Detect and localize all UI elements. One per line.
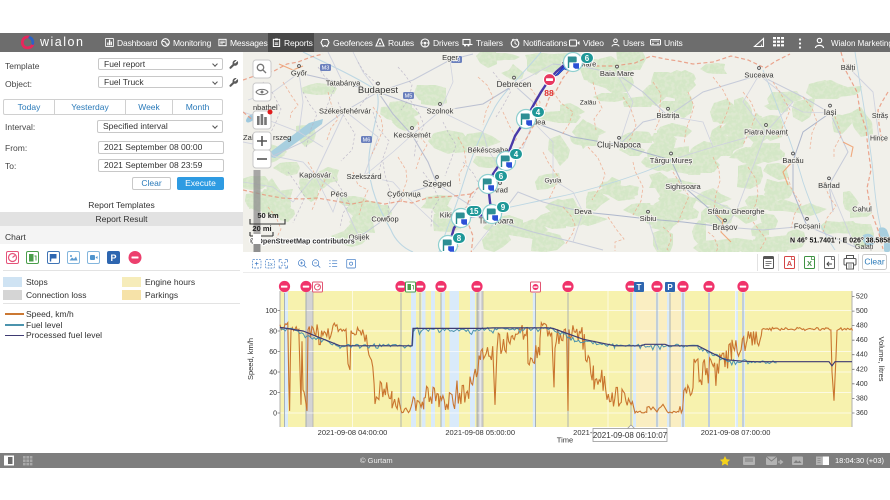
svg-text:Békéscsaba: Békéscsaba (468, 146, 510, 155)
svg-text:18:04:30 (+03): 18:04:30 (+03) (835, 456, 884, 465)
svg-text:rszeg: rszeg (273, 133, 291, 142)
svg-text:Zalău: Zalău (580, 100, 597, 107)
svg-text:6: 6 (585, 54, 590, 63)
svg-text:2021-09-08 06:10:07: 2021-09-08 06:10:07 (593, 431, 668, 440)
svg-text:80: 80 (269, 329, 277, 336)
svg-text:Piatra Neamț: Piatra Neamț (744, 128, 789, 137)
svg-text:Bistrița: Bistrița (657, 111, 681, 120)
svg-text:M6: M6 (363, 138, 371, 144)
svg-text:Clear: Clear (864, 257, 884, 267)
svg-text:M3: M3 (453, 58, 461, 64)
svg-text:Bălți: Bălți (841, 63, 856, 72)
svg-text:nbathel: nbathel (253, 103, 278, 112)
svg-text:500: 500 (856, 308, 868, 315)
svg-text:Focșani: Focșani (794, 221, 821, 230)
svg-text:50 km: 50 km (257, 211, 279, 220)
svg-text:Zal: Zal (243, 133, 254, 142)
svg-text:M3: M3 (322, 66, 330, 72)
svg-text:Bârlad: Bârlad (818, 181, 840, 190)
svg-text:420: 420 (856, 366, 868, 373)
svg-text:Volume, litres: Volume, litres (877, 336, 886, 381)
svg-text:2021-09-08 05:00:00: 2021-09-08 05:00:00 (445, 428, 515, 437)
svg-text:Sibiu: Sibiu (640, 214, 657, 223)
svg-text:Galați: Galați (855, 244, 874, 251)
svg-text:Szekszárd: Szekszárd (346, 172, 381, 181)
svg-text:Kaposvár: Kaposvár (299, 171, 331, 180)
svg-text:Győr: Győr (291, 69, 308, 78)
svg-text:© Gurtam: © Gurtam (360, 456, 393, 465)
svg-text:480: 480 (856, 323, 868, 330)
svg-text:Târgu Mureș: Târgu Mureș (650, 156, 693, 165)
svg-text:15: 15 (470, 207, 479, 216)
svg-text:Kecskemét: Kecskemét (393, 131, 431, 140)
svg-text:Time: Time (557, 436, 573, 445)
svg-text:40: 40 (269, 370, 277, 377)
svg-text:380: 380 (856, 395, 868, 402)
svg-text:100: 100 (265, 308, 277, 315)
svg-text:88: 88 (544, 88, 554, 98)
svg-text:T: T (637, 283, 642, 292)
svg-text:9: 9 (501, 203, 506, 212)
svg-text:440: 440 (856, 352, 868, 359)
svg-text:Arad: Arad (492, 186, 508, 195)
svg-text:8: 8 (457, 234, 462, 243)
svg-text:520: 520 (856, 294, 868, 301)
svg-text:Суботица: Суботица (387, 190, 421, 199)
svg-text:Tatabánya: Tatabánya (326, 79, 361, 88)
svg-text:4: 4 (514, 150, 519, 159)
svg-text:Gyula: Gyula (545, 178, 562, 185)
svg-text:460: 460 (856, 337, 868, 344)
svg-text:A: A (787, 259, 793, 268)
svg-text:1x: 1x (267, 262, 273, 268)
svg-text:P: P (110, 253, 116, 263)
svg-text:Deva: Deva (574, 207, 592, 216)
svg-text:Cahul: Cahul (852, 205, 872, 214)
svg-text:0: 0 (273, 411, 277, 418)
svg-text:Brașov: Brașov (713, 223, 738, 232)
svg-text:Sfântu Gheorghe: Sfântu Gheorghe (707, 207, 764, 216)
svg-text:Iași: Iași (824, 108, 837, 117)
svg-text:Bacău: Bacău (782, 156, 803, 165)
svg-text:P: P (667, 283, 673, 292)
svg-text:Szeged: Szeged (423, 179, 452, 189)
svg-text:4: 4 (536, 108, 541, 117)
svg-text:Baia Mare: Baia Mare (600, 69, 634, 78)
svg-text:Debrecen: Debrecen (497, 80, 532, 89)
svg-text:Străș: Străș (872, 113, 889, 120)
svg-text:Eger: Eger (442, 53, 458, 62)
svg-text:Pécs: Pécs (331, 190, 348, 199)
svg-text:2021-09-08 04:00:00: 2021-09-08 04:00:00 (318, 428, 388, 437)
svg-text:400: 400 (856, 381, 868, 388)
svg-text:X: X (807, 259, 812, 268)
svg-text:60: 60 (269, 349, 277, 356)
svg-text:N 46° 51.7401' ; E 026° 38.585: N 46° 51.7401' ; E 026° 38.5858 (790, 237, 890, 245)
svg-text:Sighișoara: Sighișoara (665, 182, 701, 191)
svg-text:6: 6 (499, 172, 504, 181)
svg-text:20: 20 (269, 390, 277, 397)
svg-text:2021-09-08 07:00:00: 2021-09-08 07:00:00 (701, 428, 771, 437)
svg-text:Budapest: Budapest (358, 85, 399, 96)
svg-text:Speed, km/h: Speed, km/h (246, 338, 255, 380)
svg-text:© OpenStreetMap contributors: © OpenStreetMap contributors (250, 237, 355, 246)
svg-text:Hince: Hince (870, 136, 888, 143)
svg-text:Székesfehérvár: Székesfehérvár (319, 107, 372, 116)
svg-text:Сомбор: Сомбор (371, 215, 398, 224)
svg-text:360: 360 (856, 410, 868, 417)
svg-text:M5: M5 (405, 94, 413, 100)
svg-text:Osijek: Osijek (349, 233, 370, 242)
svg-text:Szolnok: Szolnok (427, 107, 454, 116)
svg-text:Suceava: Suceava (744, 71, 774, 80)
svg-text:Cluj-Napoca: Cluj-Napoca (597, 140, 642, 149)
svg-text:20 mi: 20 mi (252, 224, 271, 233)
